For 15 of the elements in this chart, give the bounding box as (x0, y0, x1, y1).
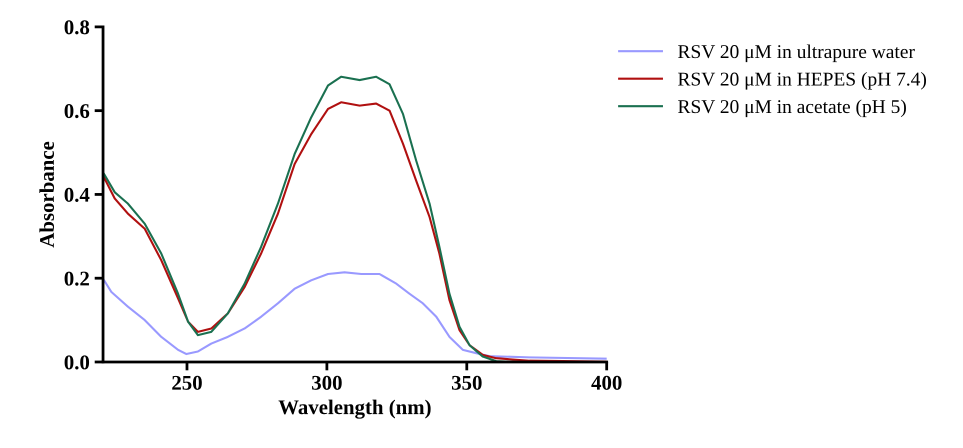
y-tick-label: 0.8 (64, 20, 90, 34)
y-tick-label: 0.6 (64, 104, 90, 118)
x-axis-title: Wavelength (nm) (278, 400, 431, 419)
x-tick-label: 300 (312, 376, 342, 390)
y-tick-label: 0.4 (64, 188, 90, 202)
y-tick-label: 0.2 (64, 272, 89, 286)
y-axis-title: Absorbance (39, 142, 54, 248)
line-series (103, 271, 607, 360)
y-tick-label: 0.0 (64, 355, 90, 370)
x-tick-label: 400 (591, 376, 622, 390)
legend-label: RSV 20 μM in acetate (pH 5) (678, 99, 906, 118)
x-tick-label: 250 (172, 376, 202, 390)
x-tick-label: 350 (452, 376, 482, 390)
legend-label: RSV 20 μM in ultrapure water (678, 44, 915, 62)
legend-label: RSV 20 μM in HEPES (pH 7.4) (678, 72, 926, 90)
